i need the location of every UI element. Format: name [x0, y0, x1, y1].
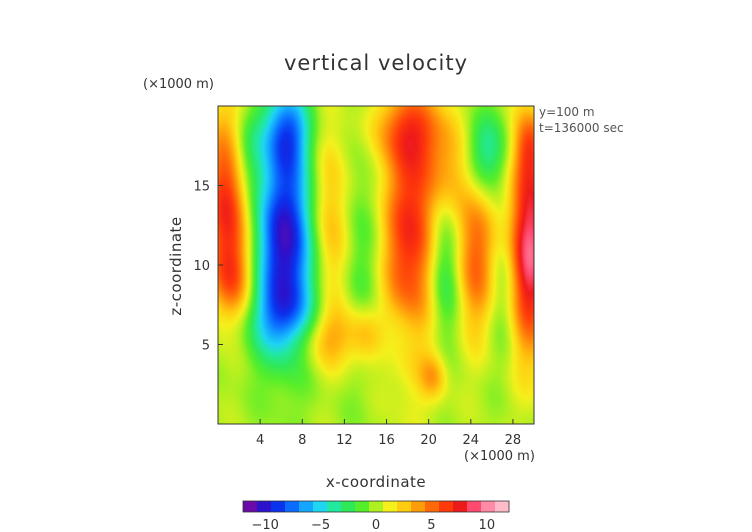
- colorbar-swatch: [243, 501, 258, 512]
- colorbar-tick-label: 10: [479, 518, 496, 532]
- x-tick-label: 24: [463, 433, 480, 448]
- colorbar-swatch: [495, 501, 510, 512]
- colorbar-swatch: [481, 501, 496, 512]
- x-tick-label: 16: [378, 433, 395, 448]
- x-unit-label: (×1000 m): [464, 449, 535, 464]
- colorbar-tick-label: 5: [427, 518, 435, 532]
- chart-title: vertical velocity: [284, 51, 468, 75]
- colorbar-swatch: [355, 501, 370, 512]
- colorbar-tick-label: −5: [311, 518, 330, 532]
- x-tick-label: 8: [298, 433, 306, 448]
- y-tick-label: 5: [202, 339, 210, 354]
- colorbar-swatch: [439, 501, 454, 512]
- colorbar-swatch: [453, 501, 468, 512]
- colorbar-swatch: [327, 501, 342, 512]
- colorbar-swatch: [271, 501, 286, 512]
- colorbar-tick-label: −10: [251, 518, 278, 532]
- x-tick-label: 28: [505, 433, 522, 448]
- colorbar-swatch: [285, 501, 300, 512]
- colorbar-swatch: [397, 501, 412, 512]
- y-axis-label: z-coordinate: [167, 216, 185, 315]
- x-tick-label: 4: [256, 433, 264, 448]
- colorbar-frame: [242, 500, 510, 513]
- plot-area: 4 8 12 16 20 24 28 5 10 15: [193, 105, 535, 448]
- x-ticks: 4 8 12 16 20 24 28: [256, 419, 521, 448]
- annotation-time: t=136000 sec: [539, 121, 624, 135]
- x-tick-label: 12: [336, 433, 353, 448]
- colorbar-swatch: [383, 501, 398, 512]
- y-tick-label: 10: [193, 259, 210, 274]
- colorbar-swatch: [257, 501, 272, 512]
- annotation-y-position: y=100 m: [539, 105, 595, 119]
- colorbar: −10 −5 0 5 10: [242, 500, 510, 532]
- y-ticks: 5 10 15: [193, 180, 223, 354]
- z-unit-label: (×1000 m): [143, 77, 214, 92]
- colorbar-swatch: [369, 501, 384, 512]
- colorbar-swatch: [425, 501, 440, 512]
- y-tick-label: 15: [193, 180, 210, 195]
- colorbar-swatch: [299, 501, 314, 512]
- colorbar-swatch: [467, 501, 482, 512]
- x-axis-label: x-coordinate: [326, 473, 426, 491]
- velocity-field: [218, 106, 534, 424]
- colorbar-tick-label: 0: [372, 518, 380, 532]
- colorbar-swatch: [411, 501, 426, 512]
- colorbar-swatch: [313, 501, 328, 512]
- x-tick-label: 20: [420, 433, 437, 448]
- colorbar-swatch: [341, 501, 356, 512]
